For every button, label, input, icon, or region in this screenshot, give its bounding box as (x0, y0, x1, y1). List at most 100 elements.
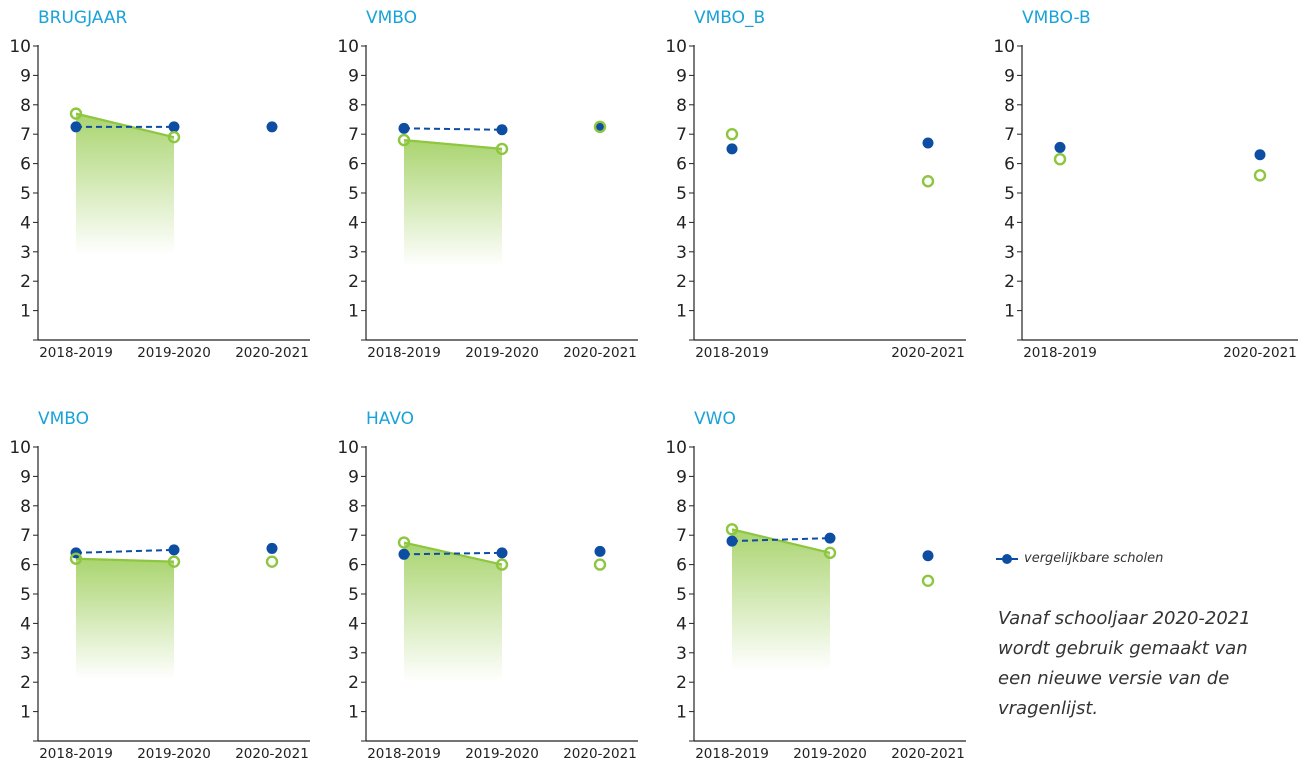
school-point (593, 558, 607, 571)
y-tick-label: 4 (20, 213, 31, 233)
chart-title: BRUGJAAR (38, 8, 128, 28)
school-point (725, 127, 739, 141)
school-point (69, 552, 83, 565)
footnote-line-4: vragenlijst. (998, 698, 1099, 719)
school-point (495, 558, 509, 571)
footnote: Vanaf schooljaar 2020-2021 wordt gebruik… (998, 604, 1298, 724)
comparison-point (266, 542, 278, 554)
chart-panel-7: VWO 10 9 8 7 6 5 4 3 2 1 2018-2019 2019-2020 2020-202… (665, 409, 966, 760)
chart-panel-4: VMBO-B 10 9 8 7 6 5 4 3 2 1 2018-2019 2020-2021 (993, 8, 1298, 361)
y-tick-label: 9 (1004, 66, 1015, 86)
comparison-line (75, 548, 175, 554)
school-point (593, 120, 607, 134)
y-tick-label: 1 (1004, 302, 1015, 322)
school-point (495, 142, 509, 156)
y-tick-label: 4 (676, 213, 687, 233)
chart-title: VMBO_B (694, 8, 765, 28)
chart-panel-6: HAVO 10 9 8 7 6 5 4 3 2 1 2018-2019 2019-2020 2020-20… (337, 409, 638, 760)
y-tick-label: 7 (348, 125, 359, 145)
y-tick-label: 6 (348, 556, 359, 576)
y-tick-label: 10 (337, 37, 359, 57)
x-tick-label: 2019-2020 (137, 345, 211, 361)
comparison-point (594, 121, 606, 133)
school-point (725, 523, 739, 536)
chart-title: VWO (694, 409, 736, 429)
y-tick-label: 5 (676, 585, 687, 605)
comparison-line (403, 127, 503, 131)
comparison-point (922, 550, 934, 562)
y-tick-label: 5 (1004, 184, 1015, 204)
y-tick-label: 2 (348, 673, 359, 693)
y-tick-label: 2 (1004, 272, 1015, 292)
y-tick-label: 10 (665, 37, 687, 57)
y-tick-label: 5 (20, 585, 31, 605)
school-area (76, 113, 174, 255)
legend: vergelijkbare scholen (996, 551, 1163, 566)
x-tick-label: 2020-2021 (563, 746, 637, 760)
y-tick-label: 3 (1004, 243, 1015, 263)
comparison-point (922, 137, 934, 149)
y-tick-label: 4 (20, 614, 31, 634)
comparison-point (594, 545, 606, 557)
y-tick-label: 8 (1004, 96, 1015, 116)
y-tick-label: 1 (676, 703, 687, 723)
y-tick-label: 4 (1004, 213, 1015, 233)
y-tick-label: 8 (20, 96, 31, 116)
y-tick-label: 6 (348, 155, 359, 175)
y-tick-label: 9 (20, 467, 31, 487)
chart-panel-2: VMBO 10 9 8 7 6 5 4 3 2 1 2018-2019 2019-2020 2020-20… (337, 8, 638, 361)
x-tick-label: 2018-2019 (695, 746, 769, 760)
y-tick-label: 6 (1004, 155, 1015, 175)
y-tick-label: 8 (348, 497, 359, 517)
y-tick-label: 8 (676, 96, 687, 116)
school-line (403, 541, 503, 566)
chart-panel-3: VMBO_B 10 9 8 7 6 5 4 3 2 1 2018-2019 2020-2021 (665, 8, 966, 361)
chart-title: HAVO (366, 409, 414, 429)
school-line (403, 138, 503, 150)
x-tick-label: 2020-2021 (891, 345, 965, 361)
y-tick-label: 7 (20, 526, 31, 546)
y-tick-label: 1 (20, 302, 31, 322)
comparison-point (398, 548, 410, 560)
school-point (921, 574, 935, 587)
y-tick-label: 5 (20, 184, 31, 204)
footnote-line-1: Vanaf schooljaar 2020-2021 (998, 608, 1251, 629)
x-tick-label: 2018-2019 (1023, 345, 1097, 361)
y-tick-label: 9 (20, 66, 31, 86)
comparison-point (726, 143, 738, 155)
y-tick-label: 4 (348, 213, 359, 233)
comparison-point (266, 121, 278, 133)
comparison-point (168, 121, 180, 133)
y-tick-label: 7 (1004, 125, 1015, 145)
y-tick-label: 10 (665, 438, 687, 458)
comparison-point (168, 544, 180, 556)
x-tick-label: 2020-2021 (235, 746, 309, 760)
x-tick-label: 2018-2019 (39, 345, 113, 361)
y-tick-label: 7 (676, 526, 687, 546)
y-tick-label: 8 (20, 497, 31, 517)
y-tick-label: 9 (348, 467, 359, 487)
comparison-line (403, 551, 503, 556)
y-tick-label: 9 (676, 467, 687, 487)
x-tick-label: 2019-2020 (793, 746, 867, 760)
y-tick-label: 10 (9, 438, 31, 458)
school-point (823, 546, 837, 560)
legend-marker-icon (996, 553, 1018, 564)
comparison-point (496, 547, 508, 559)
y-tick-label: 1 (676, 302, 687, 322)
comparison-point (824, 532, 836, 544)
y-tick-label: 8 (676, 497, 687, 517)
y-tick-label: 2 (20, 272, 31, 292)
school-line (75, 557, 175, 563)
school-point (167, 555, 181, 568)
y-tick-label: 6 (676, 155, 687, 175)
chart-panel-5: VMBO 10 9 8 7 6 5 4 3 2 1 2018-2019 2019-2020 2020-20… (9, 409, 310, 760)
y-tick-label: 3 (676, 243, 687, 263)
chart-title: VMBO (366, 8, 417, 28)
x-tick-label: 2020-2021 (891, 746, 965, 760)
comparison-point (398, 122, 410, 134)
y-tick-label: 3 (676, 644, 687, 664)
y-tick-label: 2 (676, 272, 687, 292)
y-tick-label: 1 (20, 703, 31, 723)
